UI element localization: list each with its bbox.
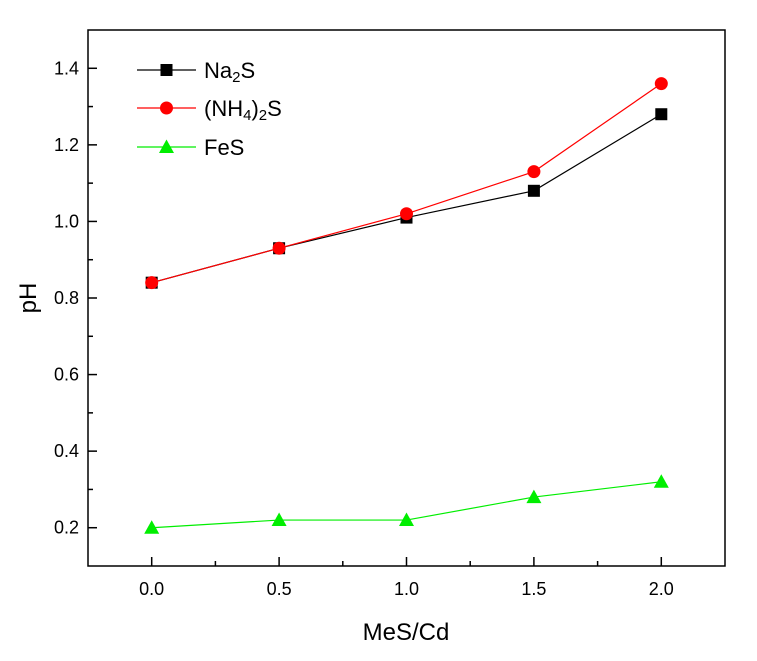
x-tick-label: 2.0 (649, 579, 674, 599)
legend-item: Na2S (137, 58, 255, 86)
data-point (272, 241, 286, 255)
data-point (271, 512, 287, 527)
y-tick-label: 0.2 (54, 518, 79, 538)
legend-text-part: ) (251, 96, 258, 121)
series-layer (144, 77, 669, 534)
legend-label: (NH4)2S (204, 96, 282, 124)
data-point (655, 108, 668, 121)
legend-text-part: (NH (204, 96, 243, 121)
y-axis-title: pH (15, 283, 42, 314)
x-tick-label: 1.0 (394, 579, 419, 599)
legend-label: FeS (204, 135, 244, 160)
legend-text-part: S (240, 58, 255, 83)
legend-marker (160, 101, 173, 115)
legend-item: (NH4)2S (137, 96, 282, 124)
x-tick-label: 0.5 (267, 579, 292, 599)
legend-marker (160, 64, 173, 76)
legend-subscript: 4 (243, 107, 251, 124)
data-point (653, 474, 669, 488)
x-tick-label: 1.5 (521, 579, 546, 599)
legend-text-part: Na (204, 58, 233, 83)
data-point (145, 276, 159, 290)
legend-label: Na2S (204, 58, 255, 86)
legend-subscript: 2 (232, 69, 240, 86)
legend-subscript: 2 (259, 107, 267, 124)
y-tick-label: 1.0 (54, 211, 79, 231)
legend-marker (159, 139, 174, 153)
legend-item: FeS (137, 135, 244, 160)
legend-text-part: FeS (204, 135, 244, 160)
y-tick-label: 0.6 (54, 365, 79, 385)
data-point (399, 512, 414, 527)
data-point (654, 77, 668, 91)
data-point (527, 165, 541, 179)
y-tick-label: 0.4 (54, 441, 79, 461)
legend-text-part: S (267, 96, 282, 121)
y-tick-label: 1.4 (54, 58, 79, 78)
series-2 (144, 474, 669, 534)
x-axis-title: MeS/Cd (363, 619, 450, 646)
data-point (400, 207, 413, 221)
axis-ticks: 0.0 0.5 1.0 1.5 2.0 0.2 0.4 0.6 0.8 1.0 1.2 1.4 (54, 58, 674, 599)
series-1 (145, 77, 668, 290)
data-point (527, 184, 540, 197)
y-tick-label: 0.8 (54, 288, 79, 308)
data-point (526, 489, 542, 504)
data-point (144, 520, 160, 534)
x-tick-label: 0.0 (139, 579, 164, 599)
y-tick-label: 1.2 (54, 135, 79, 155)
